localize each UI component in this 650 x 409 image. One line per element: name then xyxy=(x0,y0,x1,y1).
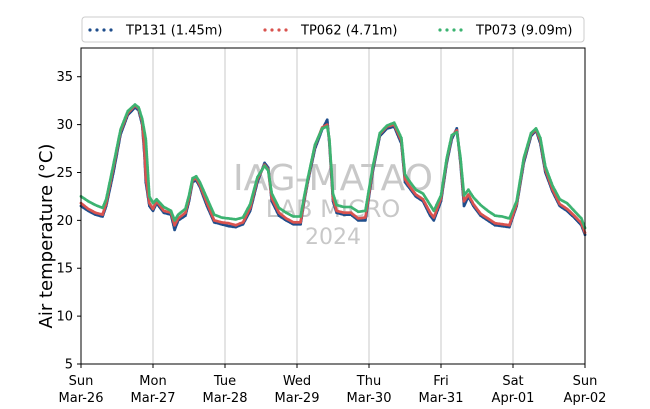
legend-marker xyxy=(270,28,274,32)
x-tick-label-date: Mar-27 xyxy=(131,391,176,406)
x-tick-label-day: Sun xyxy=(573,374,598,389)
x-tick-label-date: Mar-30 xyxy=(347,391,392,406)
series-3 xyxy=(79,103,587,230)
x-tick-label-day: Tue xyxy=(213,374,236,389)
legend-marker xyxy=(109,28,113,32)
legend-marker xyxy=(452,28,456,32)
y-tick-label: 35 xyxy=(56,70,73,85)
legend-marker xyxy=(95,28,99,32)
x-tick-label-date: Mar-28 xyxy=(203,391,248,406)
legend-label: TP062 (4.71m) xyxy=(300,24,397,39)
legend-marker xyxy=(277,28,281,32)
legend-marker xyxy=(88,28,92,32)
legend-label: TP073 (9.09m) xyxy=(475,24,572,39)
x-tick-label-day: Thu xyxy=(356,374,381,389)
x-tick-label-date: Apr-01 xyxy=(492,391,535,406)
y-tick-label: 20 xyxy=(56,214,73,229)
legend-entry: TP131 (1.45m) xyxy=(88,24,222,39)
x-tick-label-day: Wed xyxy=(283,374,311,389)
legend: TP131 (1.45m) TP062 (4.71m) TP073 (9.09m) xyxy=(81,16,585,43)
legend-marker xyxy=(102,28,106,32)
x-tick-label-date: Mar-26 xyxy=(59,391,104,406)
y-tick-label: 15 xyxy=(56,262,73,277)
y-tick-label: 10 xyxy=(56,310,73,325)
plot-frame xyxy=(80,47,586,365)
x-tick-label-day: Sun xyxy=(69,374,94,389)
series-layer xyxy=(79,103,587,237)
y-tick-label: 5 xyxy=(65,358,73,373)
y-axis: 5 10 15 20 25 30 35 xyxy=(56,70,81,373)
x-tick-label-day: Sat xyxy=(502,374,523,389)
legend-entry: TP062 (4.71m) xyxy=(263,24,397,39)
legend-marker xyxy=(438,28,442,32)
x-tick-label-day: Fri xyxy=(433,374,449,389)
legend-marker xyxy=(445,28,449,32)
x-axis: Sun Mar-26 Mon Mar-27 Tue Mar-28 Wed Mar-29 Thu M… xyxy=(59,364,607,406)
legend-box xyxy=(81,16,585,43)
legend-marker xyxy=(263,28,267,32)
y-axis-label: Air temperature (°C) xyxy=(36,144,57,329)
y-tick-label: 30 xyxy=(56,118,73,133)
legend-entry: TP073 (9.09m) xyxy=(438,24,572,39)
x-tick-label-date: Mar-29 xyxy=(275,391,320,406)
y-tick-label: 25 xyxy=(56,166,73,181)
legend-marker xyxy=(284,28,288,32)
legend-marker xyxy=(459,28,463,32)
legend-label: TP131 (1.45m) xyxy=(125,24,222,39)
watermark-line: 2024 xyxy=(305,225,361,250)
x-tick-label-date: Mar-31 xyxy=(419,391,464,406)
x-tick-label-date: Apr-02 xyxy=(564,391,607,406)
x-tick-label-day: Mon xyxy=(139,374,166,389)
